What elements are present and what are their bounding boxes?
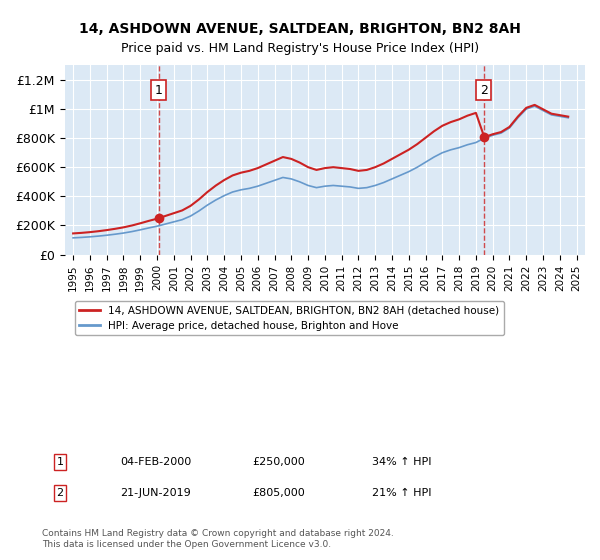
Text: 14, ASHDOWN AVENUE, SALTDEAN, BRIGHTON, BN2 8AH: 14, ASHDOWN AVENUE, SALTDEAN, BRIGHTON, …: [79, 22, 521, 36]
Text: £805,000: £805,000: [252, 488, 305, 498]
Text: £250,000: £250,000: [252, 457, 305, 467]
Legend: 14, ASHDOWN AVENUE, SALTDEAN, BRIGHTON, BN2 8AH (detached house), HPI: Average p: 14, ASHDOWN AVENUE, SALTDEAN, BRIGHTON, …: [75, 301, 504, 335]
Text: Contains HM Land Registry data © Crown copyright and database right 2024.
This d: Contains HM Land Registry data © Crown c…: [42, 529, 394, 549]
Text: Price paid vs. HM Land Registry's House Price Index (HPI): Price paid vs. HM Land Registry's House …: [121, 42, 479, 55]
Text: 04-FEB-2000: 04-FEB-2000: [120, 457, 191, 467]
Text: 34% ↑ HPI: 34% ↑ HPI: [372, 457, 431, 467]
Text: 21% ↑ HPI: 21% ↑ HPI: [372, 488, 431, 498]
Text: 2: 2: [56, 488, 64, 498]
Text: 1: 1: [155, 83, 163, 97]
Text: 21-JUN-2019: 21-JUN-2019: [120, 488, 191, 498]
Text: 2: 2: [480, 83, 488, 97]
Text: 1: 1: [56, 457, 64, 467]
